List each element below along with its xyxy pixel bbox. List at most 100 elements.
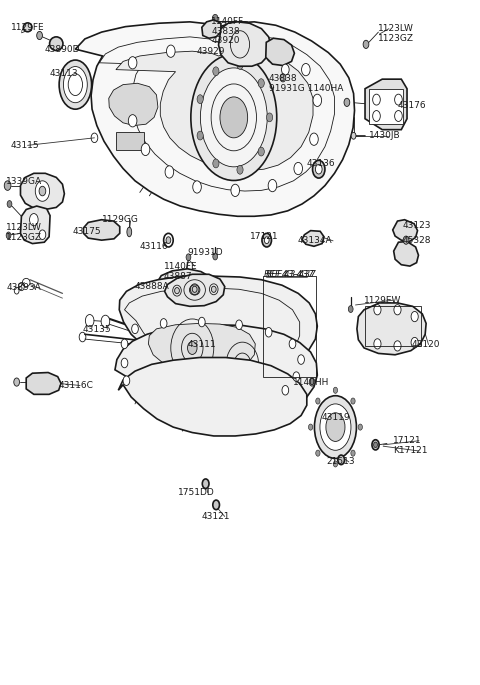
Ellipse shape (123, 376, 130, 386)
Ellipse shape (351, 398, 355, 404)
Ellipse shape (6, 232, 11, 239)
Ellipse shape (309, 424, 313, 430)
Ellipse shape (127, 227, 132, 237)
Text: 1140HH: 1140HH (292, 378, 329, 387)
Text: 17121: 17121 (250, 232, 278, 240)
Polygon shape (158, 269, 215, 300)
Text: 43123: 43123 (402, 221, 431, 230)
Ellipse shape (281, 64, 289, 75)
Text: 1129GG: 1129GG (102, 215, 139, 224)
Ellipse shape (258, 147, 264, 156)
Text: 91931G 1140HA: 91931G 1140HA (269, 84, 343, 92)
Text: 1129FE: 1129FE (11, 23, 45, 32)
Ellipse shape (310, 133, 318, 145)
Polygon shape (266, 38, 294, 66)
Ellipse shape (63, 66, 87, 103)
Ellipse shape (213, 159, 219, 168)
Ellipse shape (212, 14, 218, 23)
Ellipse shape (224, 45, 232, 57)
Ellipse shape (202, 479, 209, 488)
Ellipse shape (141, 143, 150, 155)
Ellipse shape (236, 320, 242, 329)
Ellipse shape (294, 162, 302, 175)
Polygon shape (165, 274, 225, 306)
Text: 43176: 43176 (397, 101, 426, 110)
Ellipse shape (264, 237, 269, 244)
Polygon shape (357, 303, 426, 355)
Ellipse shape (258, 79, 264, 88)
Ellipse shape (280, 74, 286, 82)
Ellipse shape (197, 131, 203, 140)
Ellipse shape (14, 378, 20, 386)
Ellipse shape (351, 132, 356, 139)
Text: 43120: 43120 (412, 340, 440, 349)
Ellipse shape (128, 114, 137, 127)
Text: 1140FF: 1140FF (211, 16, 244, 25)
Polygon shape (84, 220, 120, 240)
Ellipse shape (35, 181, 49, 201)
Ellipse shape (39, 230, 46, 240)
Ellipse shape (39, 186, 46, 196)
Ellipse shape (411, 338, 418, 347)
Text: 43838: 43838 (211, 27, 240, 36)
Polygon shape (116, 132, 144, 150)
Ellipse shape (333, 387, 337, 393)
Text: 43116: 43116 (140, 242, 168, 251)
Ellipse shape (395, 94, 402, 105)
Ellipse shape (363, 40, 369, 49)
Text: 43121: 43121 (202, 512, 230, 521)
Ellipse shape (200, 68, 267, 167)
Ellipse shape (374, 305, 381, 315)
Text: 43111: 43111 (188, 340, 216, 349)
Ellipse shape (372, 110, 380, 121)
Bar (369, 89, 403, 124)
Ellipse shape (293, 372, 300, 382)
Ellipse shape (316, 398, 320, 404)
Ellipse shape (213, 500, 219, 510)
Ellipse shape (49, 37, 63, 51)
Text: 43134A: 43134A (297, 236, 332, 245)
Text: 1123GZ: 1123GZ (6, 233, 42, 242)
Ellipse shape (167, 45, 175, 58)
Polygon shape (394, 242, 419, 266)
Text: 43890D: 43890D (44, 45, 80, 53)
Ellipse shape (338, 455, 345, 464)
Ellipse shape (315, 164, 322, 174)
Polygon shape (21, 173, 64, 210)
Ellipse shape (213, 253, 217, 260)
Ellipse shape (121, 339, 128, 349)
Ellipse shape (231, 184, 240, 197)
Ellipse shape (358, 424, 362, 430)
Ellipse shape (309, 378, 315, 386)
Ellipse shape (316, 450, 320, 456)
Ellipse shape (282, 386, 288, 395)
Ellipse shape (372, 94, 380, 105)
Ellipse shape (266, 113, 273, 122)
Ellipse shape (403, 236, 409, 245)
Polygon shape (202, 20, 221, 38)
Ellipse shape (132, 324, 138, 334)
Text: 43135: 43135 (83, 325, 111, 334)
Ellipse shape (395, 110, 402, 121)
Ellipse shape (333, 461, 337, 467)
Polygon shape (109, 84, 158, 125)
Ellipse shape (199, 317, 205, 327)
Text: 21513: 21513 (326, 458, 355, 466)
Ellipse shape (7, 201, 12, 208)
Ellipse shape (190, 285, 200, 295)
Text: 17121: 17121 (393, 436, 421, 445)
Ellipse shape (30, 214, 38, 226)
Ellipse shape (128, 57, 137, 69)
Ellipse shape (289, 339, 296, 349)
Ellipse shape (267, 50, 276, 62)
Ellipse shape (411, 312, 418, 322)
Ellipse shape (4, 181, 11, 190)
Text: 43888A: 43888A (135, 282, 170, 291)
Ellipse shape (191, 54, 277, 180)
Text: 1751DD: 1751DD (178, 488, 215, 497)
Polygon shape (116, 51, 313, 171)
Text: 43929: 43929 (197, 47, 226, 55)
Ellipse shape (373, 442, 377, 447)
Ellipse shape (213, 67, 219, 76)
Text: 43920: 43920 (211, 36, 240, 45)
